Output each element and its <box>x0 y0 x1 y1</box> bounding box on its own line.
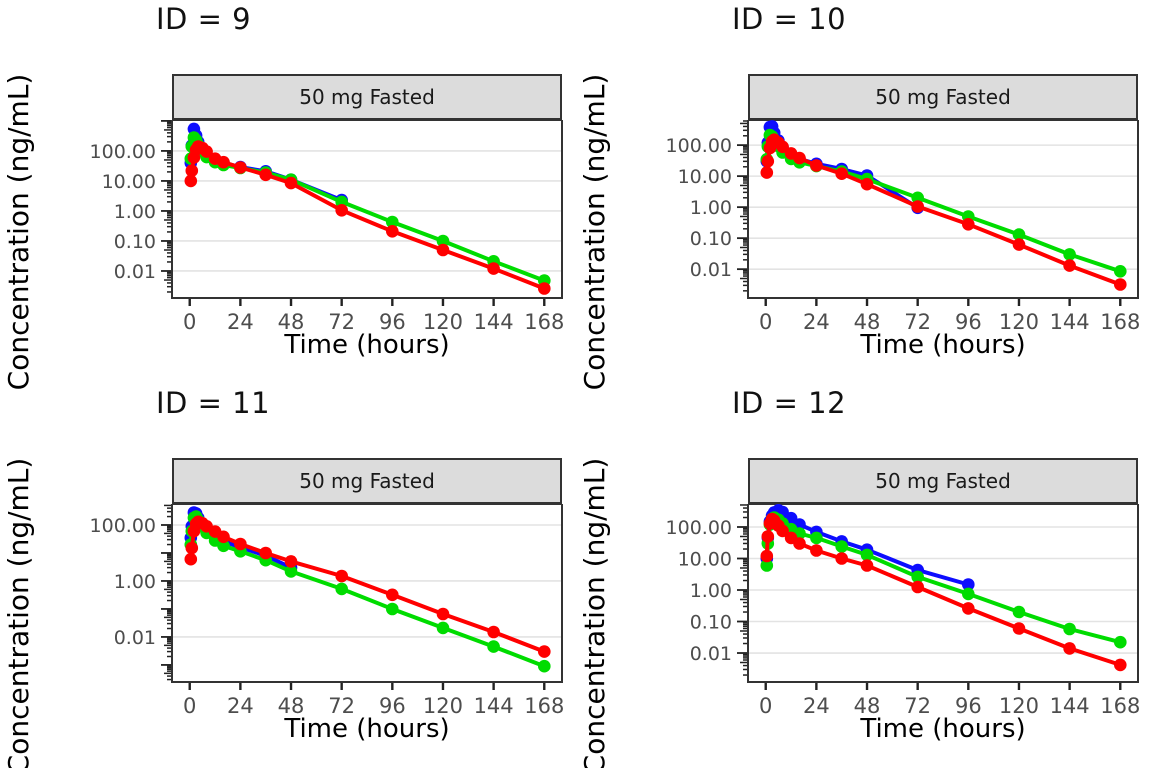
svg-text:1.00: 1.00 <box>114 201 156 223</box>
svg-text:48: 48 <box>854 310 881 334</box>
svg-text:0: 0 <box>759 694 772 718</box>
facet-title: ID = 12 <box>732 386 847 420</box>
x-axis-title: Time (hours) <box>860 714 1026 744</box>
svg-text:120: 120 <box>999 310 1039 334</box>
svg-text:120: 120 <box>423 310 463 334</box>
svg-text:96: 96 <box>955 694 982 718</box>
svg-text:0.10: 0.10 <box>114 231 156 253</box>
svg-text:100.00: 100.00 <box>90 515 156 537</box>
x-axis-title: Time (hours) <box>284 330 450 360</box>
facet-strip-label: 50 mg Fasted <box>172 74 562 120</box>
svg-text:96: 96 <box>379 310 406 334</box>
svg-text:0.01: 0.01 <box>690 643 732 665</box>
svg-text:0: 0 <box>759 310 772 334</box>
facet-id-12: Concentration (ng/mL) ID = 12 50 mg Fast… <box>576 384 1152 768</box>
svg-text:48: 48 <box>278 310 305 334</box>
svg-text:100.00: 100.00 <box>666 517 732 539</box>
svg-text:0.01: 0.01 <box>690 259 732 281</box>
pk-plot-panel: 100.00 10.00 1.00 0.10 0.01 0 24 48 72 96 120 144 16… <box>90 120 564 334</box>
pk-plot-panel: 100.00 10.00 1.00 0.10 0.01 0 24 48 72 96 120 144 16… <box>666 120 1140 334</box>
svg-text:1.00: 1.00 <box>690 580 732 602</box>
facet-strip-label: 50 mg Fasted <box>748 74 1138 120</box>
svg-text:100.00: 100.00 <box>666 135 732 157</box>
facet-title: ID = 9 <box>156 2 252 36</box>
svg-text:24: 24 <box>803 694 830 718</box>
svg-text:168: 168 <box>524 310 564 334</box>
svg-text:144: 144 <box>474 694 514 718</box>
facet-id-9: Concentration (ng/mL) ID = 9 50 mg Faste… <box>0 0 576 390</box>
svg-text:48: 48 <box>854 694 881 718</box>
svg-text:72: 72 <box>328 694 355 718</box>
facet-id-10: Concentration (ng/mL) ID = 10 50 mg Fast… <box>576 0 1152 390</box>
svg-text:10.00: 10.00 <box>102 171 156 193</box>
pk-plot-panel: 100.00 10.00 1.00 0.10 0.01 0 24 48 72 96 120 144 16… <box>666 504 1140 718</box>
facet-id-11: Concentration (ng/mL) ID = 11 50 mg Fast… <box>0 384 576 768</box>
pk-plot-panel: 100.00 1.00 0.01 0 24 48 72 96 120 144 168 <box>90 504 564 718</box>
facet-title: ID = 11 <box>156 386 271 420</box>
svg-text:24: 24 <box>227 310 254 334</box>
svg-text:120: 120 <box>999 694 1039 718</box>
facet-strip-label: 50 mg Fasted <box>172 458 562 504</box>
svg-text:144: 144 <box>1050 694 1090 718</box>
svg-text:168: 168 <box>1100 310 1140 334</box>
svg-text:0.01: 0.01 <box>114 627 156 649</box>
svg-text:0: 0 <box>183 694 196 718</box>
svg-text:24: 24 <box>227 694 254 718</box>
svg-text:96: 96 <box>379 694 406 718</box>
x-axis-title: Time (hours) <box>860 330 1026 360</box>
svg-text:48: 48 <box>278 694 305 718</box>
svg-text:168: 168 <box>1100 694 1140 718</box>
facet-strip-label: 50 mg Fasted <box>748 458 1138 504</box>
svg-text:0.01: 0.01 <box>114 261 156 283</box>
svg-text:0.10: 0.10 <box>690 228 732 250</box>
svg-text:120: 120 <box>423 694 463 718</box>
svg-text:1.00: 1.00 <box>114 571 156 593</box>
svg-text:24: 24 <box>803 310 830 334</box>
svg-text:1.00: 1.00 <box>690 197 732 219</box>
svg-text:96: 96 <box>955 310 982 334</box>
svg-text:100.00: 100.00 <box>90 141 156 163</box>
x-axis-title: Time (hours) <box>284 714 450 744</box>
svg-text:0.10: 0.10 <box>690 612 732 634</box>
facet-title: ID = 10 <box>732 2 847 36</box>
svg-text:0: 0 <box>183 310 196 334</box>
svg-text:144: 144 <box>1050 310 1090 334</box>
svg-text:144: 144 <box>474 310 514 334</box>
svg-text:72: 72 <box>904 694 931 718</box>
svg-text:10.00: 10.00 <box>678 549 732 571</box>
svg-text:72: 72 <box>904 310 931 334</box>
svg-text:10.00: 10.00 <box>678 166 732 188</box>
svg-text:72: 72 <box>328 310 355 334</box>
svg-text:168: 168 <box>524 694 564 718</box>
